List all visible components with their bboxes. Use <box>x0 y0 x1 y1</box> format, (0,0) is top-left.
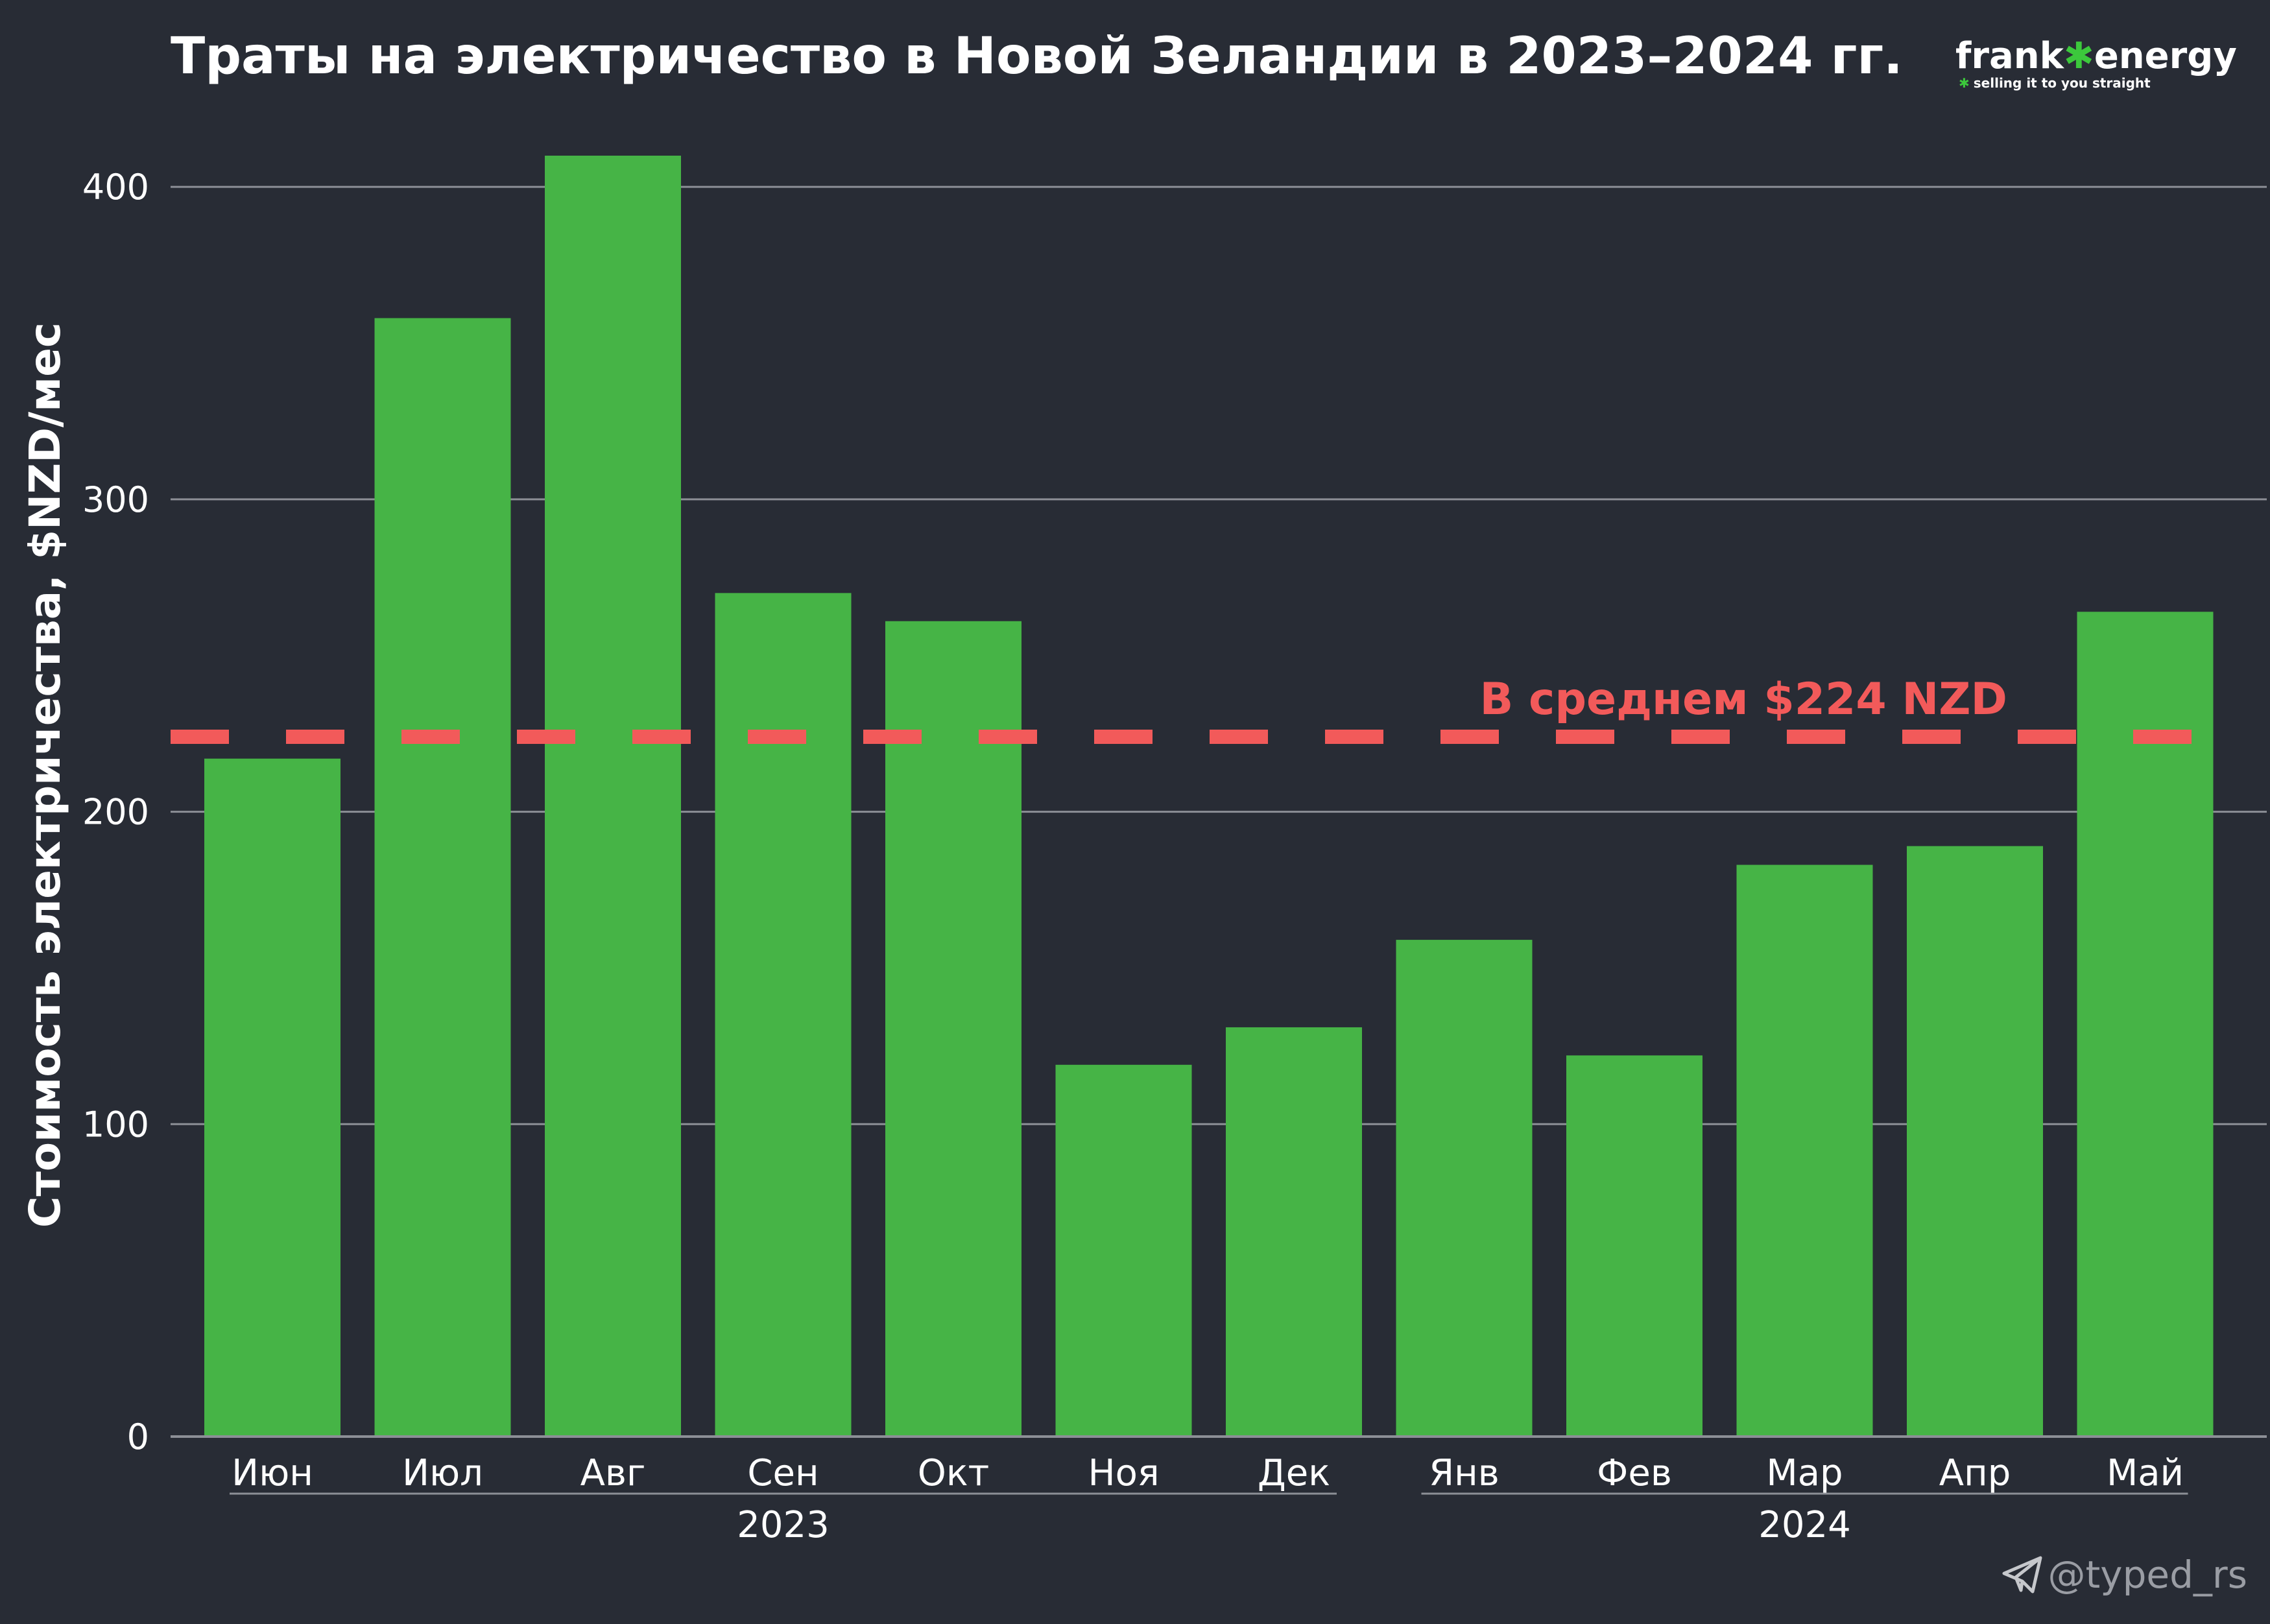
bar-11 <box>2077 612 2214 1437</box>
brand-tagline: selling it to you straight <box>1974 75 2151 91</box>
year-groups: 2023 2024 <box>230 1492 2188 1546</box>
frank-energy-logo: frank✱energy ✱ selling it to you straight <box>1955 35 2237 91</box>
x-tick-label: Авг <box>580 1452 646 1494</box>
svg-text:frank✱energy: frank✱energy <box>1955 35 2237 77</box>
y-tick-label: 400 <box>82 167 149 208</box>
y-axis-label: Стоимость электричества, $NZD/мес <box>20 322 70 1228</box>
bar-8 <box>1566 1055 1702 1437</box>
average-label: В среднем $224 NZD <box>1480 674 2007 725</box>
x-tick-label: Июн <box>232 1452 313 1494</box>
svg-text:✱selling it to you straight: ✱ selling it to you straight <box>1959 75 2151 91</box>
x-tick-label: Сен <box>747 1452 818 1494</box>
x-tick-label: Ноя <box>1088 1452 1159 1494</box>
telegram-icon <box>2002 1556 2042 1594</box>
brand-asterisk-icon: ✱ <box>2064 35 2094 77</box>
year-group-label: 2023 <box>737 1504 830 1546</box>
x-tick-labels: Июн Июл Авг Сен Окт Ноя Дек Янв Фев Мар Апр Май <box>232 1452 2184 1494</box>
x-tick-label: Июл <box>402 1452 483 1494</box>
bar-9 <box>1736 865 1873 1437</box>
y-tick-labels: 0 100 200 300 400 <box>82 167 149 1457</box>
y-tick-label: 0 <box>127 1416 149 1457</box>
y-tick-label: 300 <box>82 479 149 520</box>
average-line-group: В среднем $224 NZD <box>171 674 2192 744</box>
x-tick-label: Окт <box>918 1452 990 1494</box>
chart-title: Траты на электричество в Новой Зеландии … <box>171 27 1903 86</box>
bar-5 <box>1055 1064 1192 1437</box>
bar-1 <box>374 318 511 1437</box>
year-group-label: 2024 <box>1758 1504 1851 1546</box>
x-tick-label: Фев <box>1597 1452 1672 1494</box>
x-tick-label: Янв <box>1429 1452 1499 1494</box>
x-tick-label: Дек <box>1258 1452 1330 1494</box>
tagline-asterisk-icon: ✱ <box>1959 75 1970 91</box>
bar-2 <box>545 156 681 1437</box>
y-tick-label: 200 <box>82 792 149 833</box>
bar-7 <box>1396 940 1533 1437</box>
brand-name-left: frank <box>1955 35 2065 77</box>
x-tick-label: Мар <box>1766 1452 1843 1494</box>
watermark-handle: @typed_rs <box>2048 1553 2247 1597</box>
bar-6 <box>1226 1027 1362 1437</box>
bars <box>204 156 2214 1437</box>
bar-3 <box>715 593 852 1437</box>
brand-name-right: energy <box>2094 35 2237 77</box>
x-tick-label: Апр <box>1939 1452 2011 1494</box>
x-tick-label: Май <box>2107 1452 2184 1494</box>
bar-0 <box>204 758 340 1437</box>
bar-4 <box>885 621 1022 1437</box>
bar-10 <box>1907 846 2043 1437</box>
y-tick-label: 100 <box>82 1104 149 1145</box>
watermark: @typed_rs <box>2002 1553 2247 1597</box>
